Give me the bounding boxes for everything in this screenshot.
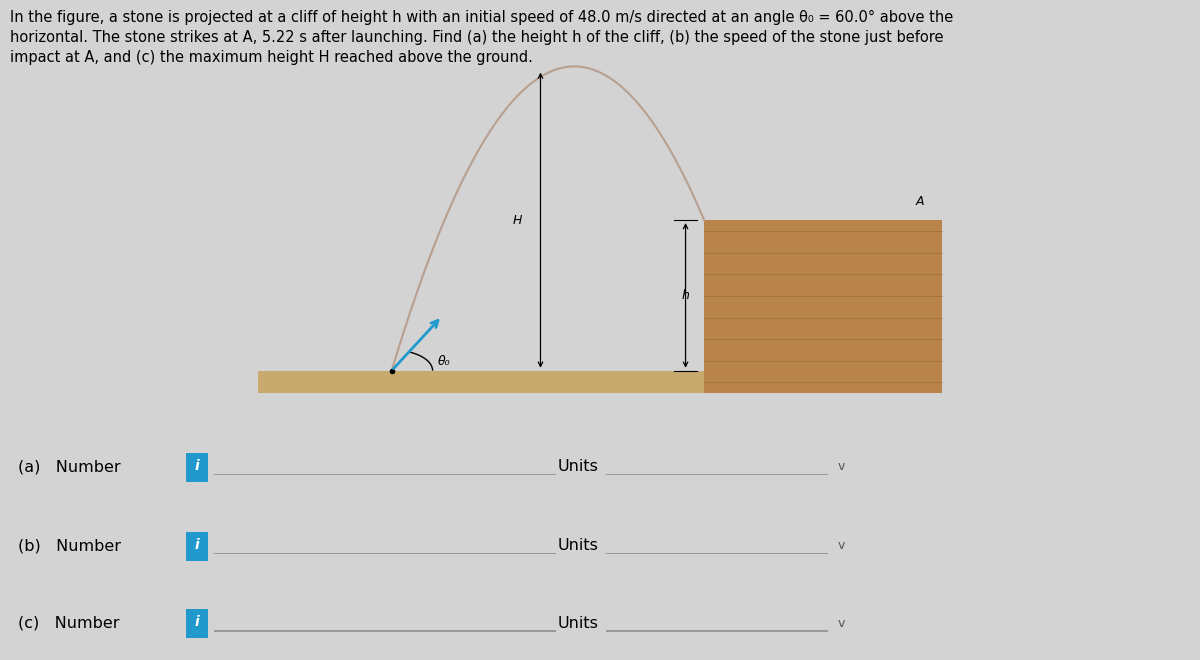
Text: i: i bbox=[194, 615, 199, 629]
Text: In the figure, a stone is projected at a cliff of height h with an initial speed: In the figure, a stone is projected at a… bbox=[10, 10, 953, 65]
Text: (a)   Number: (a) Number bbox=[18, 459, 121, 474]
Text: Units: Units bbox=[558, 539, 599, 553]
Text: v: v bbox=[838, 539, 845, 552]
Text: (b)   Number: (b) Number bbox=[18, 539, 121, 553]
Text: i: i bbox=[194, 459, 199, 473]
Text: h: h bbox=[682, 289, 690, 302]
Text: v: v bbox=[838, 616, 845, 630]
Text: H: H bbox=[512, 214, 522, 226]
Bar bbox=[258, 371, 942, 393]
Text: i: i bbox=[194, 538, 199, 552]
Text: Units: Units bbox=[558, 616, 599, 630]
Text: θ₀: θ₀ bbox=[438, 355, 450, 368]
Text: v: v bbox=[838, 460, 845, 473]
Text: Units: Units bbox=[558, 459, 599, 474]
Text: (c)   Number: (c) Number bbox=[18, 616, 120, 630]
Text: A: A bbox=[916, 195, 924, 208]
Bar bbox=[704, 220, 942, 393]
